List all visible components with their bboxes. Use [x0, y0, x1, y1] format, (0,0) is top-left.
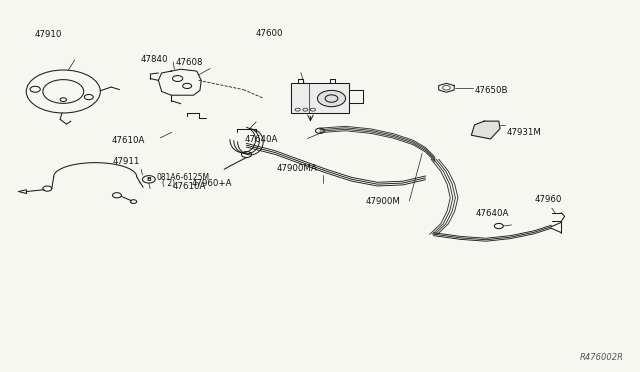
Text: 47610A: 47610A — [172, 182, 206, 191]
Text: 47600: 47600 — [255, 29, 283, 38]
Text: R476002R: R476002R — [579, 353, 623, 362]
Text: 47960+A: 47960+A — [191, 179, 232, 187]
Text: ( 2): ( 2) — [162, 179, 175, 187]
Text: 47931M: 47931M — [506, 128, 541, 137]
Text: 081A6-6125M: 081A6-6125M — [157, 173, 210, 182]
Circle shape — [317, 90, 346, 107]
Text: 47610A: 47610A — [112, 136, 145, 145]
Text: 47840: 47840 — [140, 55, 168, 64]
Text: 47900MA: 47900MA — [276, 164, 317, 173]
Text: 47640A: 47640A — [244, 135, 278, 144]
Text: 47900M: 47900M — [365, 197, 400, 206]
Text: 47910: 47910 — [35, 30, 62, 39]
Text: 47911: 47911 — [112, 157, 140, 166]
Polygon shape — [471, 121, 500, 139]
Text: B: B — [147, 177, 151, 182]
Text: 47640A: 47640A — [476, 209, 509, 218]
Text: 47608: 47608 — [175, 58, 203, 67]
Bar — [291, 83, 349, 113]
Text: 47960: 47960 — [535, 195, 563, 204]
Text: 47650B: 47650B — [474, 86, 508, 95]
